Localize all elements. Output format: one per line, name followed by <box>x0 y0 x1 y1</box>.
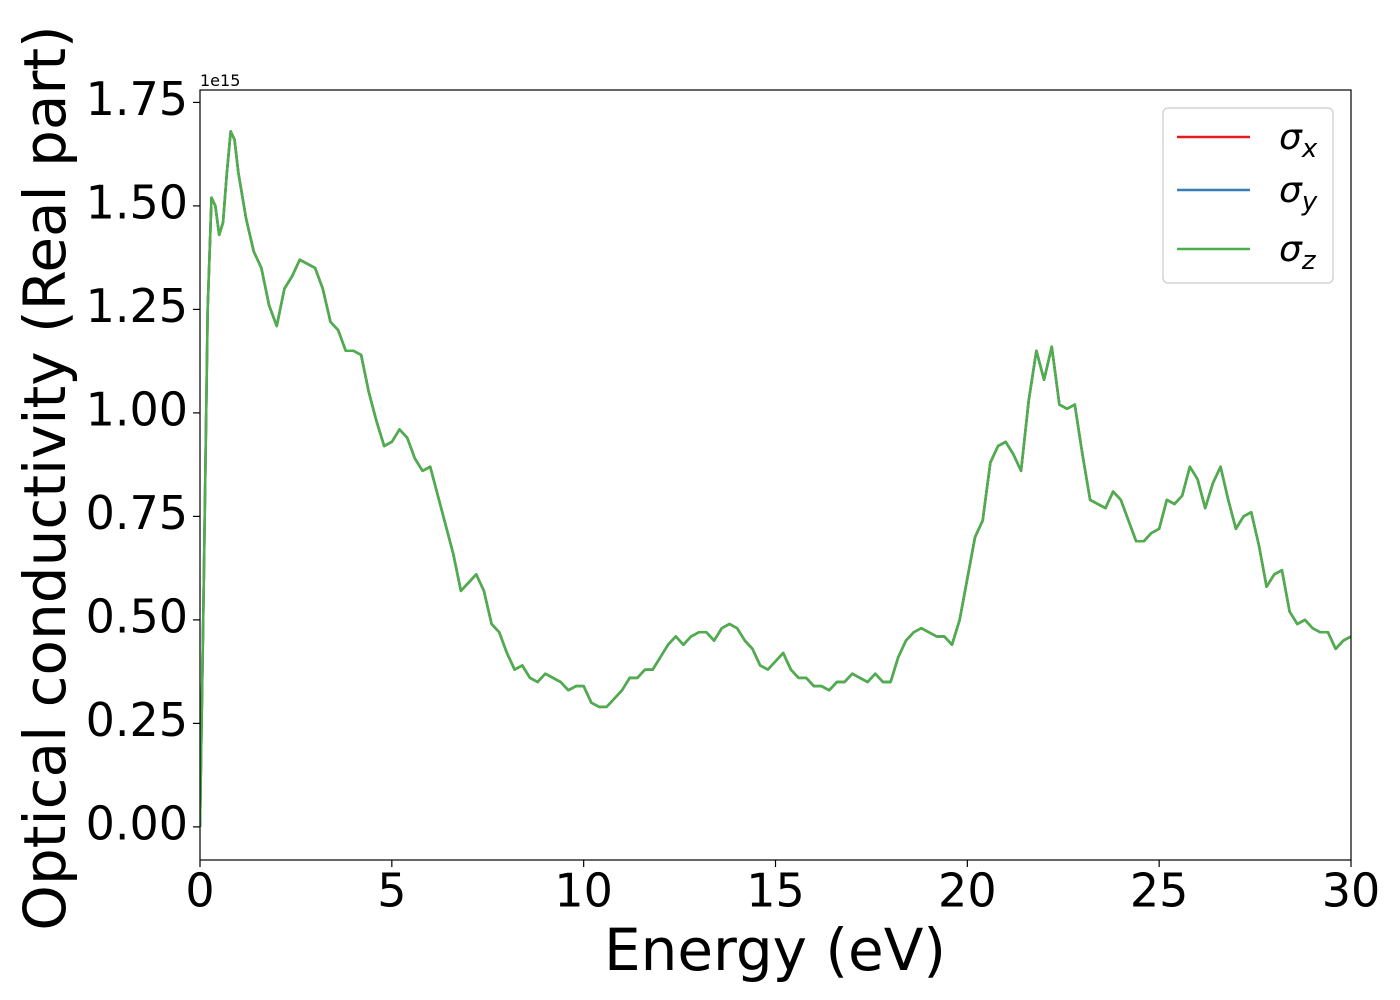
y-tick-label: 1.25 <box>86 279 188 333</box>
x-tick-label: 5 <box>377 864 406 918</box>
y-axis-label: Optical conductivity (Real part) <box>11 25 79 930</box>
y-tick-label: 0.00 <box>86 796 188 850</box>
y-tick-label: 1.50 <box>86 175 188 229</box>
y-offset-label: 1e15 <box>200 71 240 90</box>
legend-label: σy <box>1279 170 1318 217</box>
x-tick-label: 25 <box>1130 864 1189 918</box>
legend-label: σz <box>1279 229 1317 276</box>
y-tick-label: 0.25 <box>86 693 188 747</box>
plot-area <box>200 130 1351 827</box>
legend-box <box>1162 107 1334 284</box>
y-tick-label: 0.75 <box>86 486 188 540</box>
x-tick-label: 0 <box>185 864 214 918</box>
plot-frame <box>199 89 1352 861</box>
x-tick-label: 30 <box>1322 864 1381 918</box>
x-axis-label: Energy (eV) <box>604 916 946 984</box>
x-tick-label: 10 <box>554 864 613 918</box>
y-tick-label: 1.00 <box>86 382 188 436</box>
series-line <box>200 130 1351 827</box>
y-tick-label: 1.75 <box>86 72 188 126</box>
x-tick-label: 20 <box>938 864 997 918</box>
x-tick-label: 15 <box>746 864 805 918</box>
y-tick-label: 0.50 <box>86 589 188 643</box>
legend-label: σx <box>1279 117 1318 164</box>
